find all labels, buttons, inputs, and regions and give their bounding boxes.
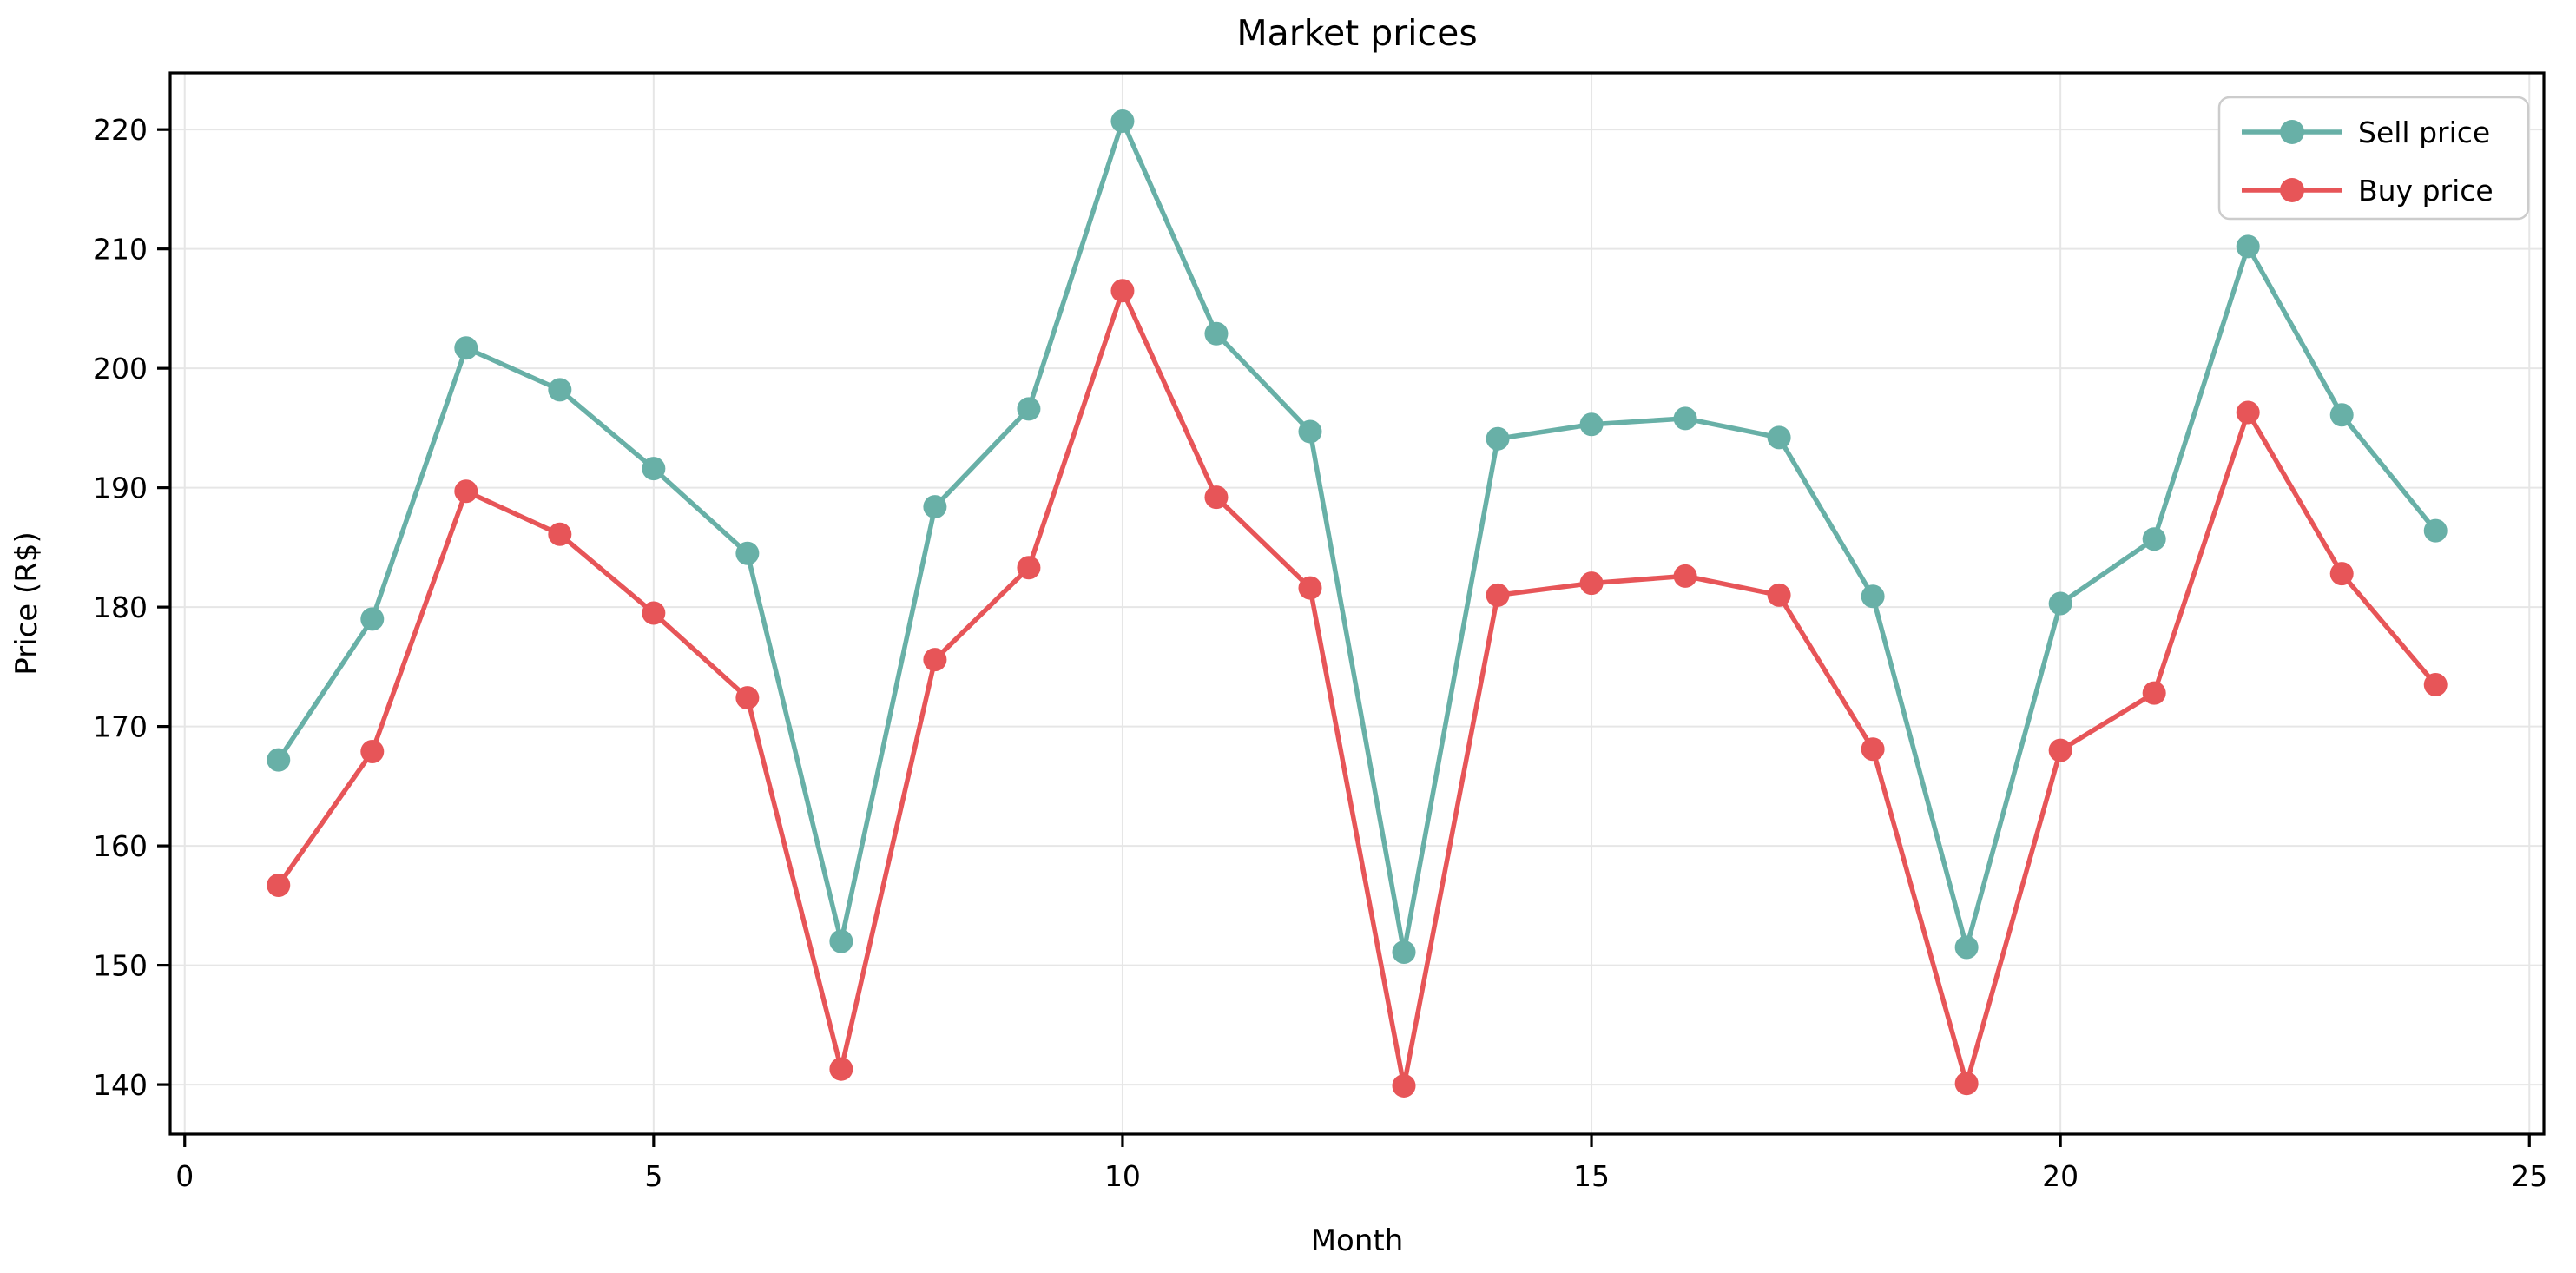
buy-price-marker: [1392, 1073, 1416, 1098]
sell-price-marker: [923, 495, 947, 519]
buy-price-marker: [1954, 1072, 1979, 1096]
sell-price-marker: [267, 748, 291, 772]
buy-price-marker: [1298, 576, 1322, 600]
y-tick-label: 160: [93, 829, 148, 863]
sell-price-marker: [1767, 425, 1791, 450]
y-tick-label: 220: [93, 113, 148, 147]
sell-price-marker: [1954, 935, 1979, 960]
sell-price-marker: [2048, 591, 2072, 616]
buy-price-marker: [2142, 681, 2166, 705]
buy-price-marker: [2236, 400, 2260, 425]
sell-price-marker: [2236, 234, 2260, 259]
legend-sell-marker-icon: [2280, 120, 2304, 144]
buy-price-marker: [735, 686, 760, 710]
series-layer: [267, 109, 2448, 1098]
buy-price-marker: [454, 479, 478, 504]
x-axis-label: Month: [1311, 1224, 1404, 1258]
sell-price-marker: [735, 541, 760, 565]
axis-ticks: [157, 128, 2531, 1147]
x-tick-label: 25: [2511, 1159, 2547, 1193]
sell-price-marker: [1298, 419, 1322, 444]
sell-price-marker: [2142, 527, 2166, 551]
buy-price-marker: [642, 601, 666, 625]
buy-price-marker: [2423, 672, 2448, 696]
y-axis-label: Price (R$): [10, 531, 44, 676]
sell-price-marker: [1110, 109, 1135, 134]
y-tick-label: 210: [93, 233, 148, 267]
sell-price-marker: [2423, 518, 2448, 543]
buy-price-marker: [829, 1057, 853, 1081]
sell-price-marker: [1673, 406, 1697, 431]
x-tick-label: 0: [175, 1159, 194, 1193]
buy-price-marker: [1486, 583, 1510, 607]
sell-price-marker: [1204, 321, 1229, 346]
buy-price-marker: [360, 739, 385, 763]
sell-price-line: [276, 118, 2438, 955]
x-tick-label: 10: [1104, 1159, 1141, 1193]
sell-price-marker: [548, 378, 572, 402]
sell-price-marker: [1486, 426, 1510, 451]
legend: Sell price Buy price: [2217, 96, 2530, 221]
buy-price-marker: [1579, 571, 1604, 596]
sell-price-marker: [2329, 403, 2354, 427]
tick-labels: 140 150 160 170 180 190 200 210 220 0 5 10 15 20 25: [93, 113, 2547, 1193]
legend-label-sell: Sell price: [2358, 115, 2490, 149]
y-tick-label: 200: [93, 352, 148, 386]
sell-price-marker: [1861, 584, 1885, 609]
buy-price-marker: [1673, 564, 1697, 588]
buy-price-marker: [1017, 556, 1041, 580]
sell-price-marker: [1017, 397, 1041, 421]
buy-price-marker: [2048, 738, 2072, 762]
buy-price-marker: [1861, 737, 1885, 762]
buy-price-marker: [923, 648, 947, 672]
y-tick-label: 180: [93, 590, 148, 624]
legend-label-buy: Buy price: [2358, 174, 2494, 208]
y-tick-label: 150: [93, 949, 148, 983]
sell-price-marker: [454, 336, 478, 360]
axes-spines: [168, 71, 2546, 1136]
chart-title: Market prices: [1236, 12, 1477, 54]
sell-price-marker: [642, 457, 666, 481]
sell-price-marker: [829, 929, 853, 953]
x-tick-label: 15: [1573, 1159, 1610, 1193]
buy-price-marker: [1110, 279, 1135, 303]
y-tick-label: 140: [93, 1068, 148, 1102]
buy-price-line: [276, 288, 2438, 1089]
legend-buy-marker-icon: [2280, 178, 2304, 202]
buy-price-marker: [1767, 583, 1791, 607]
y-tick-label: 170: [93, 710, 148, 744]
buy-price-marker: [1204, 485, 1229, 510]
y-tick-label: 190: [93, 472, 148, 505]
x-tick-label: 20: [2042, 1159, 2079, 1193]
buy-price-marker: [2329, 562, 2354, 586]
sell-price-marker: [360, 607, 385, 631]
x-tick-label: 5: [644, 1159, 662, 1193]
sell-price-marker: [1579, 412, 1604, 437]
buy-price-marker: [267, 873, 291, 897]
buy-price-marker: [548, 522, 572, 546]
sell-price-marker: [1392, 940, 1416, 964]
